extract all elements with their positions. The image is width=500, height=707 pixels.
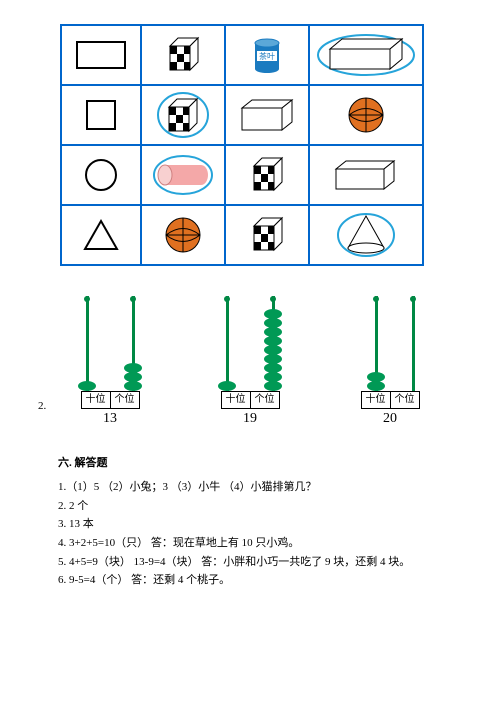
abacus-number: 19 [243,411,257,427]
shape-classification-table: 茶叶 [60,24,424,266]
table-row: 茶叶 [61,25,423,85]
cone-circled [309,205,423,265]
ref-rectangle [61,25,141,85]
answer-6: 6. 9-5=4（个） 答：还剩 4 个桃子。 [58,571,448,590]
checker-cube-cell-3 [225,205,309,265]
ones-label: 个位 [251,392,279,408]
cuboid-cell [225,85,309,145]
ones-label: 个位 [391,392,419,408]
table-row [61,205,423,265]
tens-label: 十位 [82,392,111,408]
tens-label: 十位 [222,392,251,408]
ref-triangle [61,205,141,265]
tens-label: 十位 [362,392,391,408]
svg-text:茶叶: 茶叶 [259,51,275,61]
ones-label: 个位 [111,392,139,408]
answer-1: 1.（1）5 （2）小兔；3 （3）小牛 （4）小猫排第几？ [58,478,448,497]
abacus-20: 十位个位 20 [330,296,450,427]
answers-block: 1.（1）5 （2）小兔；3 （3）小牛 （4）小猫排第几？ 2. 2 个 3.… [58,478,448,590]
basketball-cell-2 [141,205,225,265]
answer-2: 2. 2 个 [58,497,448,516]
answer-5: 5. 4+5=9（块） 13-9=4（块） 答：小胖和小巧一共吃了 9 块，还剩… [58,553,448,572]
question-number-2: 2. [38,400,46,412]
abacus-row: 十位个位 13 十位个位 19 十位个位 20 [40,296,460,427]
table-row [61,85,423,145]
checker-cube-cell [141,25,225,85]
abacus-13: 十位个位 13 [50,296,170,427]
basketball-cell [309,85,423,145]
abacus-number: 13 [103,411,117,427]
ref-square [61,85,141,145]
pink-cylinder-circled [141,145,225,205]
cuboid-cell-2 [309,145,423,205]
section-6-title: 六. 解答题 [58,454,108,470]
answer-3: 3. 13 本 [58,515,448,534]
abacus-number: 20 [383,411,397,427]
answer-4: 4. 3+2+5=10（只） 答：现在草地上有 10 只小鸡。 [58,534,448,553]
abacus-19: 十位个位 19 [190,296,310,427]
checker-cube-cell-2 [225,145,309,205]
long-cuboid-circled [309,25,423,85]
checker-cube-circled [141,85,225,145]
table-row [61,145,423,205]
tea-can-cell: 茶叶 [225,25,309,85]
ref-circle [61,145,141,205]
